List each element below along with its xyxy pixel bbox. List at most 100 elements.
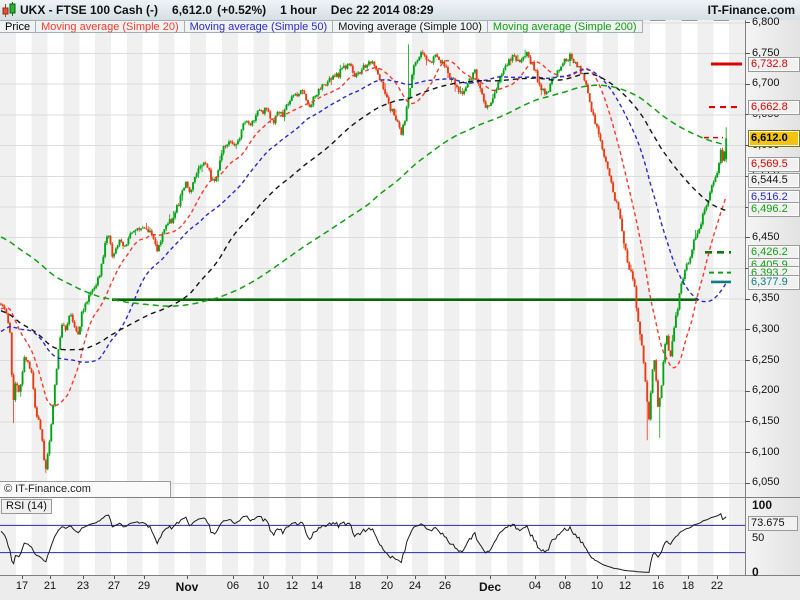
day-stripe: [348, 497, 365, 575]
day-stripe: [221, 20, 238, 497]
legend-ma-20[interactable]: Moving average (Simple 20): [35, 20, 185, 33]
price-axis-tick: [745, 452, 750, 454]
day-stripe: [253, 497, 270, 575]
time-axis-tick: [535, 576, 536, 579]
day-stripe: [380, 497, 397, 575]
price-chart-plot[interactable]: [0, 20, 745, 497]
time-axis-tick: [597, 576, 598, 579]
day-stripe: [63, 20, 80, 497]
price-axis-tick: [745, 83, 750, 85]
day-stripe: [158, 20, 175, 497]
panel-separator[interactable]: [0, 497, 800, 498]
time-axis-tick: [490, 576, 491, 579]
day-stripe: [221, 497, 238, 575]
time-axis-label[interactable]: 26: [438, 580, 452, 592]
time-axis-label[interactable]: 18: [681, 580, 695, 592]
price-axis-tick: [745, 237, 750, 239]
time-axis-label[interactable]: 18: [348, 580, 362, 592]
rsi-axis-label: 100: [752, 498, 773, 512]
time-axis-label[interactable]: 10: [590, 580, 604, 592]
day-stripe: [729, 20, 745, 497]
time-axis-tick: [658, 576, 659, 579]
time-axis-tick: [355, 576, 356, 579]
legend-ma-200[interactable]: Moving average (Simple 200): [486, 20, 643, 33]
time-axis-label[interactable]: 08: [558, 580, 572, 592]
moving-average-20: [0, 59, 727, 408]
rsi-background: [0, 497, 745, 575]
time-axis-label[interactable]: 23: [76, 580, 90, 592]
legend-ma-100[interactable]: Moving average (Simple 100): [332, 20, 488, 33]
price-axis-tick: [745, 114, 750, 116]
time-axis-label[interactable]: 12: [285, 580, 299, 592]
price-marker-label: 6,426.2: [748, 245, 800, 261]
day-stripe: [126, 20, 143, 497]
day-stripe: [538, 20, 555, 497]
day-stripe: [507, 20, 524, 497]
up-candle-wicks: [14, 44, 727, 471]
time-axis-label[interactable]: 29: [137, 580, 151, 592]
time-axis-tick: [187, 576, 188, 579]
price-axis-tick: [745, 390, 750, 392]
time-axis-label[interactable]: 12: [618, 580, 632, 592]
time-axis-label[interactable]: 27: [107, 580, 121, 592]
time-axis-label[interactable]: 10: [256, 580, 270, 592]
legend-ma-50[interactable]: Moving average (Simple 50): [183, 20, 334, 33]
datetime: Dec 22 2014 08:29: [330, 3, 434, 17]
price-axis-tick: [745, 360, 750, 361]
time-axis-label[interactable]: 04: [528, 580, 542, 592]
time-axis-tick: [565, 576, 566, 579]
price-marker-label: 6,496.2: [748, 202, 800, 218]
rsi-indicator-label[interactable]: RSI (14): [1, 499, 52, 514]
time-axis-tick: [387, 576, 388, 579]
brand: IT-Finance.com: [707, 3, 795, 17]
price-axis-tick: [745, 22, 750, 24]
day-stripe: [380, 20, 397, 497]
price-axis-label: 6,350: [752, 292, 780, 305]
price-axis-tick: [745, 145, 750, 147]
time-axis-tick: [263, 576, 264, 579]
time-axis-label[interactable]: 06: [226, 580, 240, 592]
time-axis-label[interactable]: Nov: [175, 580, 199, 594]
day-stripe: [285, 20, 302, 497]
annotation-lines: [112, 62, 742, 302]
time-axis-label[interactable]: 21: [43, 580, 57, 592]
time-axis-label[interactable]: Dec: [478, 580, 502, 594]
price-axis-label: 6,300: [752, 322, 780, 335]
price-axis-label: 6,700: [752, 77, 780, 90]
price-axis-tick: [745, 329, 750, 331]
day-stripe: [602, 20, 619, 497]
price-axis-tick: [745, 175, 750, 177]
legend-price[interactable]: Price: [0, 20, 37, 33]
time-axis-label[interactable]: 24: [408, 580, 422, 592]
time-axis-label[interactable]: 14: [310, 580, 324, 592]
time-axis-label[interactable]: 20: [380, 580, 394, 592]
time-axis-label[interactable]: 22: [710, 580, 724, 592]
day-stripe: [285, 497, 302, 575]
rsi-indicator-plot[interactable]: [0, 497, 745, 575]
day-stripe: [634, 497, 650, 575]
day-stripe: [475, 497, 492, 575]
day-stripe: [0, 20, 16, 497]
legend-bar: Price Moving average (Simple 20) Moving a…: [0, 20, 643, 33]
day-stripe: [443, 20, 460, 497]
time-axis-tick: [445, 576, 446, 579]
day-stripe: [412, 497, 428, 575]
rsi-axis-label: 0: [752, 564, 759, 579]
price-axis-label: 6,800: [752, 15, 780, 28]
day-stripe: [126, 497, 143, 575]
price-marker-label: 6,544.5: [748, 172, 800, 188]
day-stripe: [95, 497, 111, 575]
time-axis-tick: [144, 576, 145, 579]
time-axis-tick: [83, 576, 84, 579]
day-stripe: [507, 497, 524, 575]
time-axis-label[interactable]: 17: [15, 580, 29, 592]
day-stripe: [253, 20, 270, 497]
time-axis-label[interactable]: 16: [651, 580, 665, 592]
day-stripe: [317, 20, 333, 497]
day-stripe: [317, 497, 333, 575]
instrument-title: UKX - FTSE 100 Cash (-): [20, 3, 159, 17]
time-axis-tick: [688, 576, 689, 579]
day-stripe: [31, 497, 48, 575]
time-axis-tick: [22, 576, 23, 579]
down-candle-bodies: [0, 52, 724, 470]
